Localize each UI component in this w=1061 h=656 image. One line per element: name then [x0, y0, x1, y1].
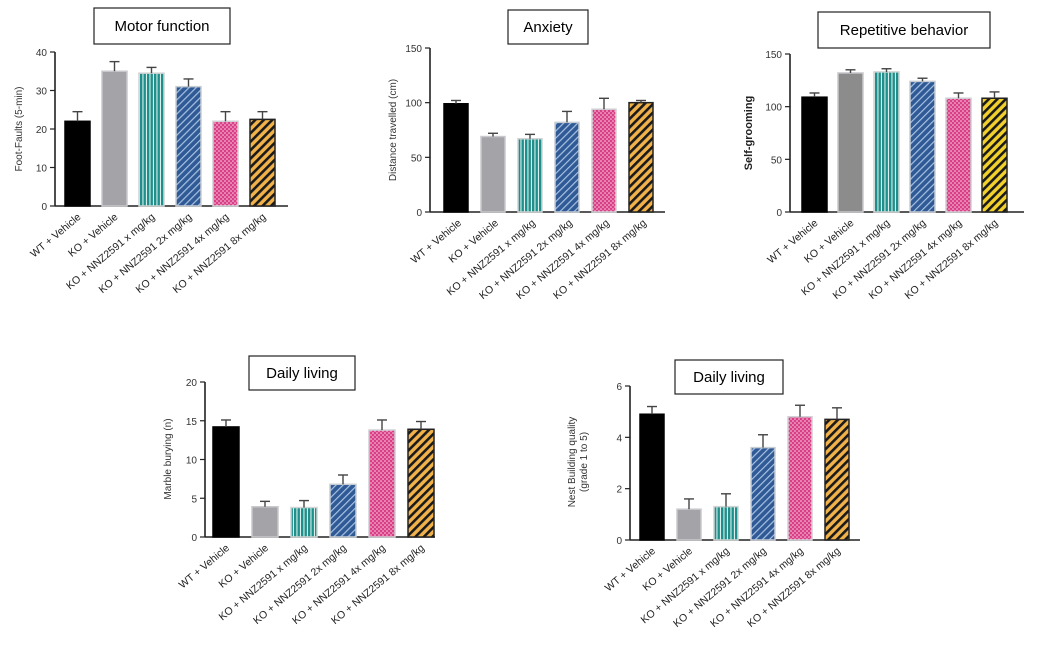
y-tick-label: 100: [765, 103, 782, 114]
y-axis-label: Nest Building quality: [567, 417, 578, 508]
bar-4: [750, 446, 776, 541]
bar-3: [138, 72, 165, 207]
y-tick-label: 4: [616, 433, 622, 444]
chart-title-box: [248, 355, 356, 391]
y-tick-label: 50: [771, 155, 783, 166]
bar-4: [329, 483, 357, 538]
bar-5: [368, 429, 396, 538]
bar-3: [517, 137, 543, 213]
y-tick-label: 0: [776, 208, 782, 219]
y-tick-label: 50: [411, 153, 423, 164]
y-tick-label: 150: [405, 44, 422, 55]
bar-3: [873, 71, 900, 213]
bar-2: [837, 72, 864, 213]
chart-title-box: [93, 7, 231, 45]
y-axis-label: Marble burying (n): [163, 418, 174, 499]
bar-3: [713, 505, 739, 541]
chart-title-box: [817, 11, 991, 49]
bar-6: [249, 118, 276, 207]
bar-4: [175, 85, 202, 207]
chart-panel-1: Motor function 0 10 20 30 40 Foot-Faults (5-mi…: [14, 7, 288, 296]
bar-1: [64, 120, 91, 207]
y-tick-label: 100: [405, 99, 422, 110]
bar-4: [554, 121, 580, 213]
y-tick-label: 15: [186, 417, 198, 428]
bar-1: [443, 103, 469, 213]
bar-2: [251, 506, 279, 538]
chart-panel-5: Daily living 0 2 4 6 Nest Building quality (gr…: [567, 359, 860, 630]
y-tick-label: 10: [36, 164, 48, 175]
y-tick-label: 5: [191, 494, 197, 505]
bar-5: [787, 416, 813, 541]
y-tick-label: 0: [416, 208, 422, 219]
bar-5: [212, 120, 239, 207]
y-tick-label: 10: [186, 456, 198, 467]
y-tick-label: 150: [765, 50, 782, 61]
y-tick-label: 20: [36, 125, 48, 136]
bar-5: [591, 108, 617, 213]
chart-title: Motor function: [114, 18, 209, 35]
bar-2: [101, 70, 128, 207]
y-tick-label: 40: [36, 48, 48, 59]
y-axis-label: (grade 1 to 5): [579, 432, 590, 492]
bar-1: [639, 413, 665, 541]
chart-title-box: [507, 9, 589, 45]
chart-panel-3: Repetitive behavior 0 50 100 150 Self-groomin…: [743, 11, 1024, 302]
bar-6: [824, 418, 850, 541]
y-axis-label: Self-grooming: [743, 96, 755, 171]
y-tick-label: 0: [41, 202, 47, 213]
bar-2: [480, 135, 506, 213]
bar-1: [801, 96, 828, 213]
y-axis-label: Foot-Faults (5-min): [14, 86, 25, 171]
y-tick-label: 6: [616, 382, 622, 393]
y-tick-label: 2: [616, 485, 622, 496]
y-tick-label: 0: [616, 536, 622, 547]
y-axis-label: Distance travelled (cm): [388, 79, 399, 181]
chart-title: Daily living: [693, 369, 765, 386]
chart-title-box: [674, 359, 784, 395]
bar-5: [945, 97, 972, 213]
chart-title: Repetitive behavior: [840, 22, 968, 39]
chart-title: Anxiety: [523, 19, 573, 36]
bar-6: [628, 101, 654, 213]
bar-1: [212, 426, 240, 538]
bar-6: [407, 428, 435, 538]
chart-title: Daily living: [266, 365, 338, 382]
y-tick-label: 0: [191, 533, 197, 544]
bar-6: [981, 97, 1008, 213]
y-tick-label: 30: [36, 87, 48, 98]
y-tick-label: 20: [186, 378, 198, 389]
bar-2: [676, 508, 702, 541]
bar-3: [290, 506, 318, 538]
bar-4: [909, 80, 936, 213]
